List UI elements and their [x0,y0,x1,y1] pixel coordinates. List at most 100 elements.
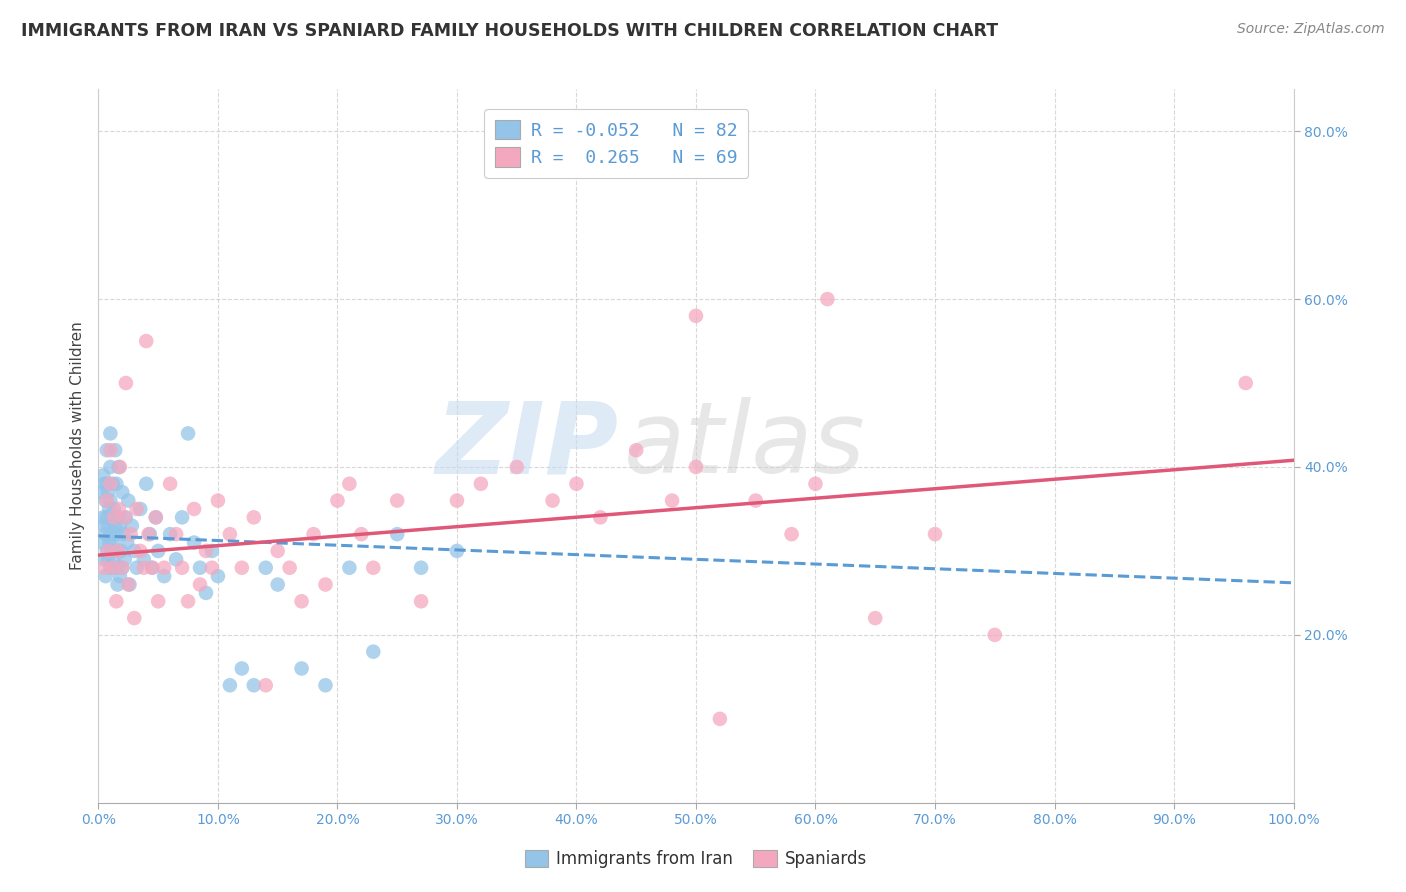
Point [183,502,205,516]
Point [115,510,138,524]
Point [201,560,224,574]
Point [104,443,127,458]
Point [148,544,170,558]
Point [141,560,163,574]
Point [339,476,361,491]
Point [165,552,187,566]
Point [148,594,170,608]
Point [195,586,218,600]
Point [98,527,122,541]
Point [115,376,138,390]
Point [135,476,157,491]
Point [124,611,146,625]
Point [188,560,211,574]
Point [145,510,167,524]
Point [685,309,707,323]
Point [96,476,118,491]
Text: IMMIGRANTS FROM IRAN VS SPANIARD FAMILY HOUSEHOLDS WITH CHILDREN CORRELATION CHA: IMMIGRANTS FROM IRAN VS SPANIARD FAMILY … [21,22,998,40]
Point [254,678,277,692]
Point [132,560,155,574]
Point [107,460,129,475]
Point [159,527,181,541]
Point [105,560,128,574]
Point [315,678,337,692]
Point [104,518,127,533]
Text: ZIP: ZIP [436,398,619,494]
Point [470,476,492,491]
Point [195,544,218,558]
Point [291,594,314,608]
Point [91,510,114,524]
Point [108,569,131,583]
Point [100,510,122,524]
Y-axis label: Family Households with Children: Family Households with Children [69,322,84,570]
Point [243,678,266,692]
Point [411,594,433,608]
Point [114,510,136,524]
Point [780,527,803,541]
Point [103,552,125,566]
Point [188,577,211,591]
Point [96,443,118,458]
Point [98,535,121,549]
Point [105,476,128,491]
Point [120,527,142,541]
Point [141,560,163,574]
Point [172,560,194,574]
Point [565,476,588,491]
Point [91,485,114,500]
Point [98,493,122,508]
Point [804,476,827,491]
Point [108,518,131,533]
Point [411,560,433,574]
Point [219,678,242,692]
Point [91,535,114,549]
Point [97,485,120,500]
Point [94,569,117,583]
Point [114,552,136,566]
Point [98,560,122,574]
Point [111,485,134,500]
Point [172,510,194,524]
Point [183,535,205,549]
Point [121,518,143,533]
Point [177,594,200,608]
Point [267,577,290,591]
Point [219,527,242,541]
Point [231,661,253,675]
Point [101,476,124,491]
Point [291,661,314,675]
Point [112,527,135,541]
Point [107,510,129,524]
Point [97,544,120,558]
Point [94,527,117,541]
Point [589,510,612,524]
Point [129,544,152,558]
Point [661,493,683,508]
Point [117,577,139,591]
Point [201,544,224,558]
Point [124,544,146,558]
Point [97,552,120,566]
Point [129,502,152,516]
Point [110,544,132,558]
Point [350,527,373,541]
Text: Source: ZipAtlas.com: Source: ZipAtlas.com [1237,22,1385,37]
Point [385,527,409,541]
Point [103,502,125,516]
Point [91,468,114,483]
Point [118,577,141,591]
Point [446,493,468,508]
Point [93,476,115,491]
Point [96,493,118,508]
Point [709,712,731,726]
Point [105,594,128,608]
Point [97,518,120,533]
Point [100,544,122,558]
Point [267,544,290,558]
Point [93,518,115,533]
Point [363,645,385,659]
Point [96,510,118,524]
Point [626,443,648,458]
Point [98,502,121,516]
